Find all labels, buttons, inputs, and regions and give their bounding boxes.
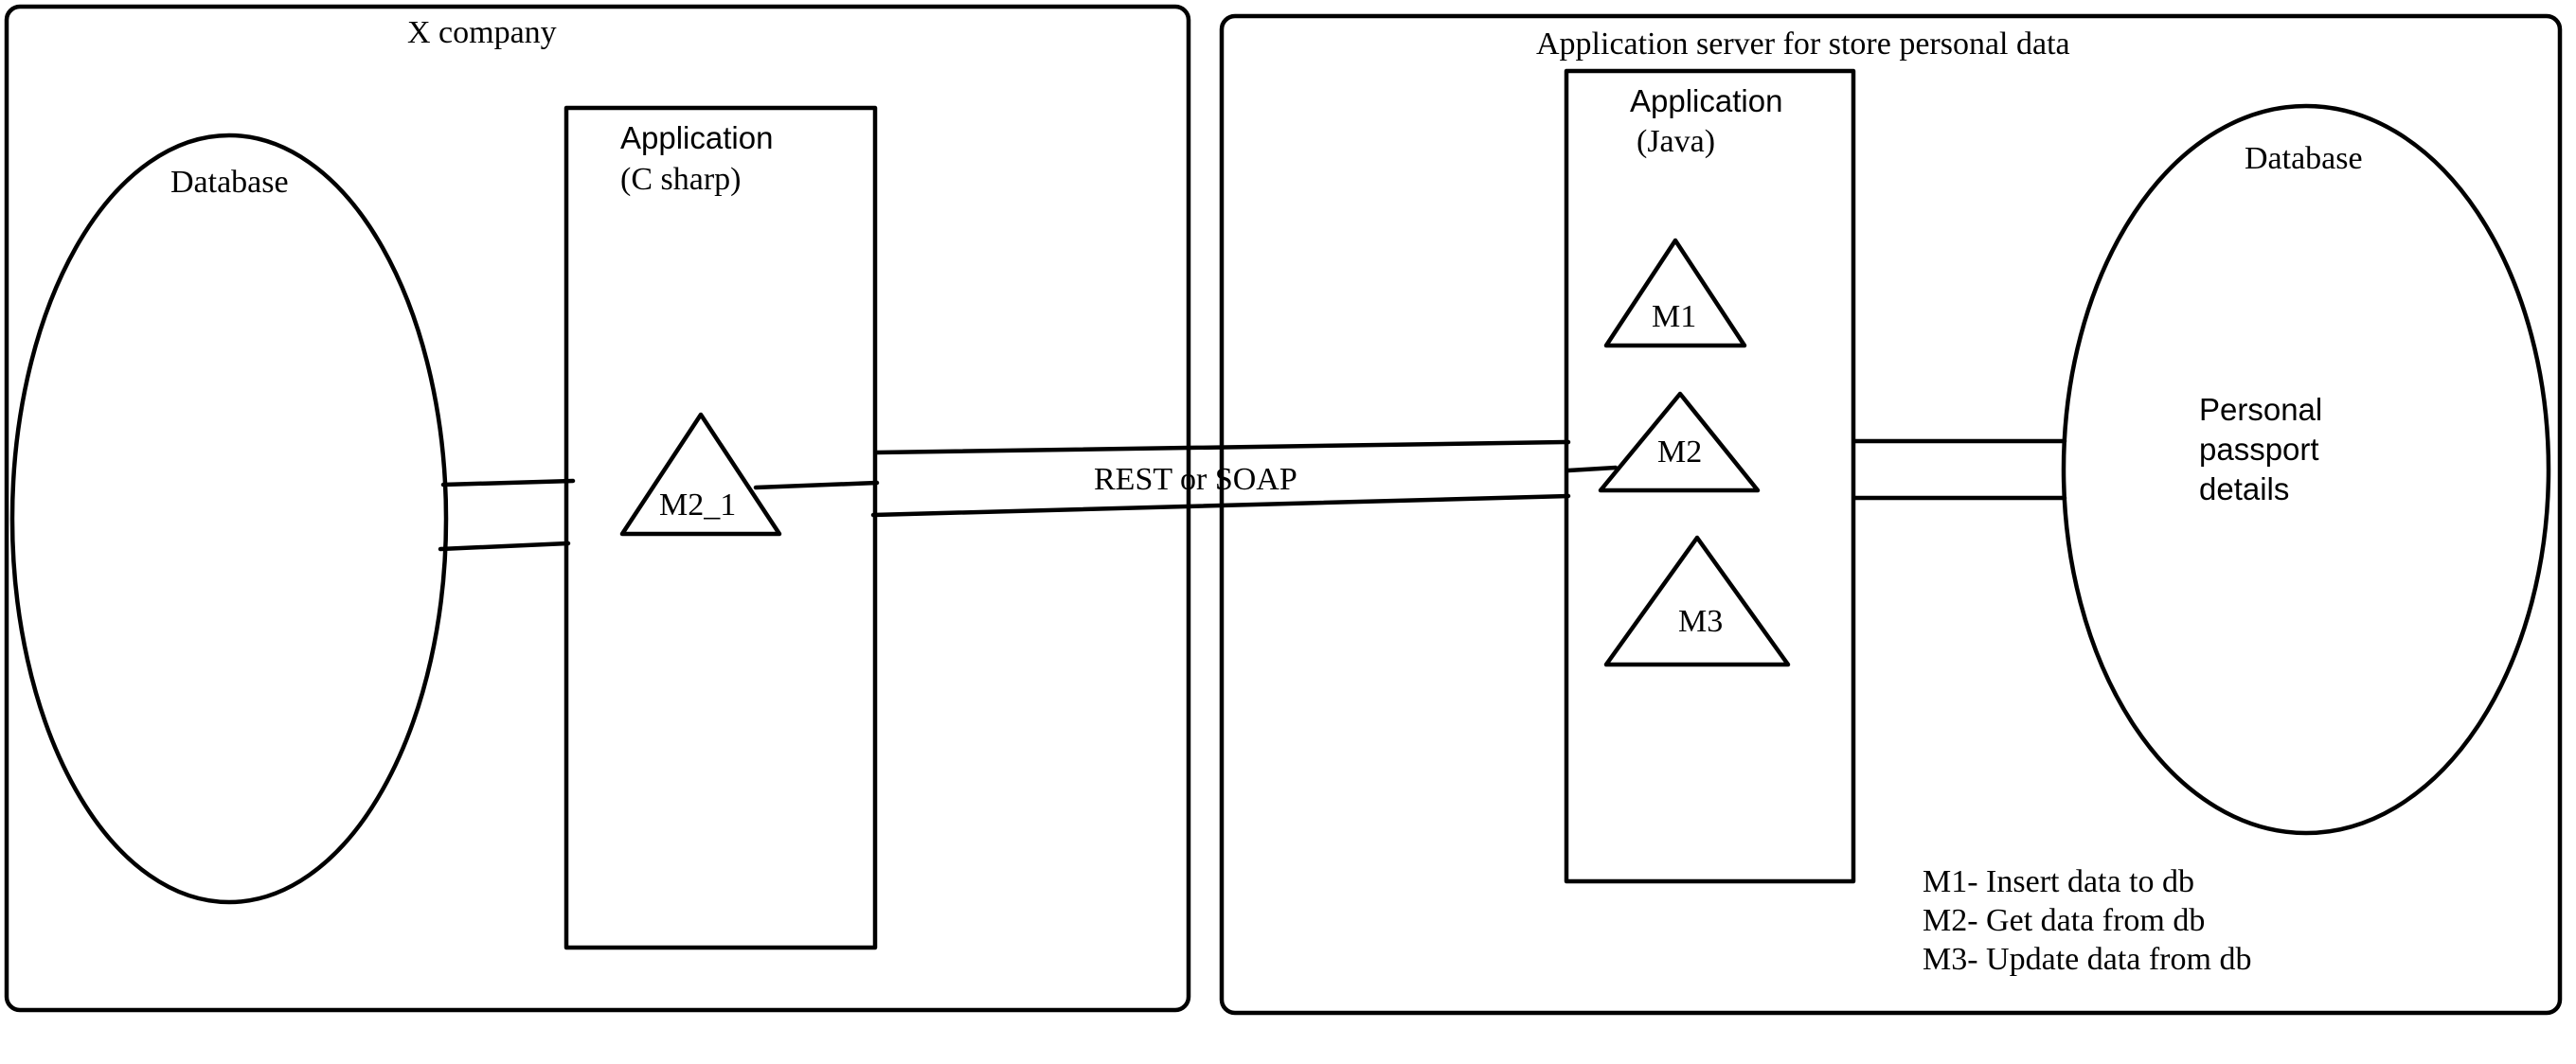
left-db-connector-top [440,478,576,488]
csharp-application-label: Application [620,120,773,155]
x-company-container [4,4,1191,1013]
java-application-box [1564,68,1856,884]
left-database-label: Database [170,165,289,200]
java-application-label: Application [1630,83,1782,118]
left-database [9,133,449,905]
right-database-label: Database [2245,141,2363,176]
method-label-m3: M3 [1678,604,1723,639]
method-label-m1: M1 [1652,299,1696,334]
personal-data-line-2: passport [2199,432,2319,467]
personal-data-line-1: Personal [2199,392,2322,427]
m2-1-to-m2-connector-top [753,480,880,490]
legend-item-m1: M1- Insert data to db [1923,864,2194,899]
legend-item-m2: M2- Get data from db [1923,903,2205,938]
personal-data-line-3: details [2199,471,2289,506]
method-triangle-m1 [1603,238,1747,348]
right-database [2061,103,2551,836]
method-triangle-m3 [1603,535,1791,667]
method-triangle-m2-1 [619,412,782,537]
application-server-title: Application server for store personal da… [1536,27,2070,62]
legend-item-m3: M3- Update data from db [1923,942,2251,977]
application-server-container [1219,13,2563,1016]
csharp-application-language: (C sharp) [620,162,741,197]
method-label-m2: M2 [1657,434,1702,470]
java-application-language: (Java) [1637,124,1715,159]
method-label-m2-1: M2_1 [659,488,736,523]
csharp-application-box [564,105,878,950]
left-db-connector-bottom [438,541,571,552]
method-triangle-m2 [1598,391,1761,493]
connection-protocol-label: REST or SOAP [1094,462,1297,497]
x-company-title: X company [407,15,557,50]
m2-connector [1565,465,1619,473]
